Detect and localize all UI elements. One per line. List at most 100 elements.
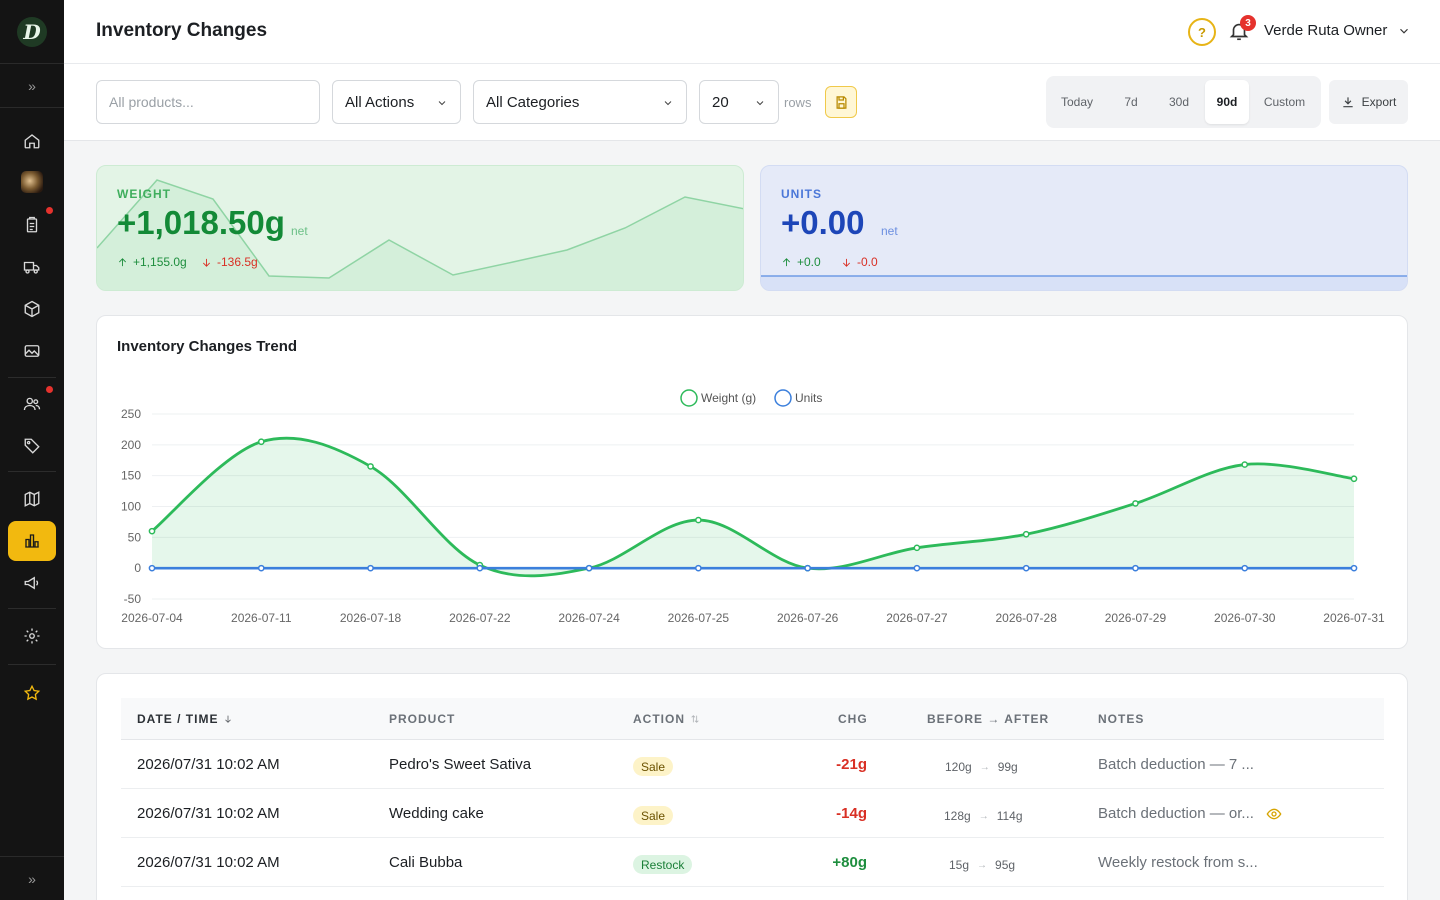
action-select[interactable]: All Actions [332, 80, 461, 124]
nav-favorites-star-icon[interactable] [8, 673, 56, 713]
nav-orders-icon[interactable] [8, 205, 56, 245]
nav-divider [8, 664, 56, 665]
row-before-after: 128g → 114g [944, 809, 1023, 823]
nav-settings-icon[interactable] [8, 616, 56, 656]
col-action-header[interactable]: ACTION [633, 712, 700, 726]
export-button[interactable]: Export [1329, 80, 1408, 124]
y-tick-label: 0 [134, 561, 141, 575]
row-notes: Batch deduction — or... [1098, 805, 1254, 822]
y-tick-label: -50 [124, 592, 142, 606]
x-tick-label: 2026-07-25 [668, 611, 730, 625]
nav-reports-icon[interactable] [8, 521, 56, 561]
nav-tags-icon[interactable] [8, 426, 56, 466]
weight-in-value: +1,155.0g [133, 255, 187, 269]
action-select-value: All Actions [345, 93, 415, 111]
data-point [1241, 461, 1249, 468]
y-tick-label: 50 [128, 530, 142, 544]
weight-label: WEIGHT [117, 187, 171, 201]
nav-divider [8, 471, 56, 472]
export-label: Export [1361, 95, 1397, 109]
y-tick-label: 200 [121, 438, 141, 452]
weight-net-value: +1,018.50g [117, 204, 285, 241]
nav-delivery-icon[interactable] [8, 247, 56, 287]
chevron-down-icon [754, 96, 766, 108]
legend-label: Units [795, 391, 822, 405]
user-menu[interactable]: Verde Ruta Owner [1264, 22, 1411, 39]
nav-products-icon[interactable] [8, 289, 56, 329]
range-today-button[interactable]: Today [1060, 95, 1094, 109]
data-point [257, 564, 265, 572]
row-change: -14g [836, 805, 867, 822]
arrow-right-icon: → [978, 810, 989, 822]
collapse-sidebar-icon[interactable]: » [0, 856, 64, 900]
table-row[interactable] [121, 887, 1384, 900]
row-datetime: 2026/07/31 10:02 AM [137, 854, 280, 871]
x-tick-label: 2026-07-11 [231, 611, 292, 625]
category-select[interactable]: All Categories [473, 80, 687, 124]
x-tick-label: 2026-07-28 [995, 611, 1057, 625]
help-icon[interactable]: ? [1188, 18, 1216, 46]
x-tick-label: 2026-07-18 [340, 611, 402, 625]
data-point [1022, 564, 1030, 572]
row-product[interactable]: Cali Bubba [389, 854, 463, 871]
chevron-down-icon [1400, 28, 1409, 34]
col-before-after-header: BEFORE → AFTER [927, 712, 1050, 726]
data-point [1132, 500, 1139, 507]
range-custom-button[interactable]: Custom [1263, 95, 1306, 109]
user-name: Verde Ruta Owner [1264, 22, 1388, 39]
row-product[interactable]: Pedro's Sweet Sativa [389, 756, 532, 773]
data-point [148, 527, 156, 535]
chevron-down-icon [436, 96, 448, 108]
weight-out: -136.5g [201, 255, 258, 269]
nav-gallery-icon[interactable] [8, 331, 56, 371]
legend-swatch [774, 389, 792, 407]
units-net-value: +0.00 [781, 204, 865, 241]
row-change: +80g [832, 854, 867, 871]
table-row[interactable]: 2026/07/31 10:02 AM Pedro's Sweet Sativa… [121, 740, 1384, 789]
save-view-button[interactable] [825, 86, 857, 118]
data-point [1022, 530, 1030, 538]
rows-per-page-select[interactable]: 20 [699, 80, 779, 124]
app-logo[interactable]: D [0, 0, 64, 64]
x-tick-label: 2026-07-31 [1323, 611, 1385, 625]
action-badge: Sale [633, 806, 674, 825]
nav-customers-icon[interactable] [8, 384, 56, 424]
expand-sidebar-icon[interactable]: » [0, 64, 64, 108]
action-badge: Sale [633, 757, 674, 776]
notifications-badge: 3 [1240, 15, 1256, 31]
row-before-after: 15g → 95g [949, 858, 1015, 872]
download-icon [1342, 97, 1353, 108]
nav-map-icon[interactable] [8, 479, 56, 519]
legend-swatch [680, 389, 698, 407]
save-icon [836, 95, 846, 109]
product-search-input[interactable]: All products... [96, 80, 320, 124]
view-note-eye-icon[interactable] [1266, 806, 1282, 827]
data-point [804, 564, 811, 572]
row-before: 128g [944, 809, 971, 823]
col-datetime-header[interactable]: DATE / TIME [137, 712, 233, 726]
nav-home-icon[interactable] [8, 121, 56, 161]
table-row[interactable]: 2026/07/31 10:02 AM Wedding cake Sale -1… [121, 789, 1384, 838]
nav-marketing-icon[interactable] [8, 563, 56, 603]
nav-divider [8, 608, 56, 609]
table-row[interactable]: 2026/07/31 10:02 AM Cali Bubba Restock +… [121, 838, 1384, 887]
data-point [913, 544, 921, 552]
weight-out-value: -136.5g [217, 255, 258, 269]
weight-net-caption: net [291, 224, 308, 238]
units-in: +0.0 [781, 255, 821, 269]
row-after: 95g [995, 858, 1016, 872]
units-out-value: -0.0 [857, 255, 878, 269]
data-point [1132, 564, 1139, 572]
range-90d-button[interactable]: 90d [1205, 80, 1249, 124]
range-7d-button[interactable]: 7d [1124, 95, 1138, 109]
sort-icon [691, 715, 699, 723]
row-product[interactable]: Wedding cake [389, 805, 484, 822]
units-stat-card: UNITS +0.00 net +0.0 -0.0 [760, 165, 1408, 291]
arrow-down-icon [842, 258, 851, 267]
data-point [148, 564, 156, 572]
data-point [695, 516, 702, 524]
range-30d-button[interactable]: 30d [1168, 95, 1190, 109]
x-tick-label: 2026-07-27 [886, 611, 948, 625]
nav-store-image[interactable] [8, 162, 56, 202]
units-net-caption: net [881, 224, 898, 238]
